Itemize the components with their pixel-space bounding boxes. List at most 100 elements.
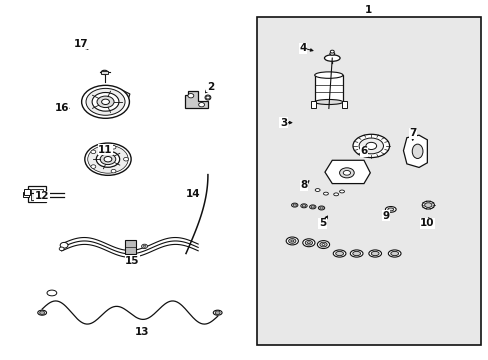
- Circle shape: [205, 96, 209, 99]
- Ellipse shape: [368, 250, 381, 257]
- Text: 14: 14: [185, 189, 200, 199]
- Bar: [28, 186, 46, 202]
- Ellipse shape: [104, 157, 112, 162]
- Bar: [101, 71, 108, 74]
- Bar: [125, 240, 136, 253]
- Ellipse shape: [352, 251, 360, 256]
- Ellipse shape: [332, 250, 345, 257]
- Ellipse shape: [204, 95, 210, 100]
- Ellipse shape: [292, 204, 296, 206]
- Ellipse shape: [358, 138, 383, 154]
- Ellipse shape: [96, 151, 120, 167]
- Ellipse shape: [314, 72, 342, 78]
- Ellipse shape: [424, 203, 431, 207]
- Text: 13: 13: [135, 327, 149, 337]
- Ellipse shape: [314, 99, 342, 104]
- Ellipse shape: [290, 240, 293, 242]
- Bar: [31, 189, 43, 200]
- Text: 2: 2: [206, 82, 214, 92]
- Text: 6: 6: [360, 146, 367, 156]
- Polygon shape: [105, 90, 130, 108]
- Ellipse shape: [47, 290, 57, 296]
- Ellipse shape: [322, 244, 325, 246]
- Circle shape: [59, 247, 64, 251]
- Ellipse shape: [97, 96, 114, 108]
- Ellipse shape: [343, 171, 350, 175]
- Ellipse shape: [385, 207, 395, 212]
- Text: 7: 7: [408, 129, 416, 138]
- Text: 12: 12: [35, 191, 49, 201]
- Ellipse shape: [323, 192, 328, 195]
- Text: 5: 5: [318, 218, 325, 228]
- Ellipse shape: [213, 310, 222, 315]
- Ellipse shape: [387, 208, 393, 211]
- Circle shape: [111, 169, 116, 173]
- Ellipse shape: [300, 204, 306, 208]
- Bar: [256, 17, 480, 345]
- Ellipse shape: [387, 250, 400, 257]
- Ellipse shape: [302, 205, 305, 207]
- Ellipse shape: [319, 207, 323, 209]
- Ellipse shape: [317, 240, 329, 248]
- Circle shape: [215, 311, 220, 315]
- Text: 11: 11: [98, 144, 113, 154]
- Bar: [310, 101, 315, 108]
- Ellipse shape: [365, 142, 376, 149]
- Ellipse shape: [310, 206, 314, 208]
- Ellipse shape: [333, 193, 338, 196]
- Polygon shape: [403, 135, 427, 167]
- Ellipse shape: [102, 99, 109, 104]
- Polygon shape: [325, 160, 369, 184]
- Text: 15: 15: [125, 256, 139, 266]
- Ellipse shape: [305, 240, 312, 245]
- Ellipse shape: [86, 88, 125, 115]
- Ellipse shape: [302, 239, 314, 247]
- Ellipse shape: [92, 93, 119, 111]
- Ellipse shape: [100, 154, 116, 165]
- Ellipse shape: [390, 251, 398, 256]
- Ellipse shape: [288, 239, 295, 243]
- Ellipse shape: [285, 237, 298, 245]
- Text: 17: 17: [74, 39, 88, 49]
- Polygon shape: [184, 91, 207, 108]
- Circle shape: [142, 244, 147, 248]
- Text: 16: 16: [54, 103, 69, 113]
- Text: 4: 4: [299, 43, 306, 53]
- Bar: [22, 192, 29, 197]
- Circle shape: [187, 94, 193, 98]
- Ellipse shape: [411, 144, 422, 158]
- Text: 10: 10: [419, 218, 434, 228]
- Bar: [24, 189, 30, 195]
- Ellipse shape: [101, 70, 108, 75]
- Ellipse shape: [38, 310, 46, 315]
- Ellipse shape: [318, 206, 324, 210]
- Ellipse shape: [339, 168, 353, 178]
- Ellipse shape: [87, 145, 128, 173]
- Circle shape: [330, 50, 333, 53]
- Ellipse shape: [329, 52, 334, 55]
- Ellipse shape: [309, 205, 315, 209]
- Text: 9: 9: [382, 211, 388, 221]
- Circle shape: [91, 150, 96, 154]
- Ellipse shape: [319, 242, 326, 247]
- Bar: [341, 101, 346, 108]
- Ellipse shape: [370, 251, 378, 256]
- Ellipse shape: [84, 143, 131, 175]
- Ellipse shape: [421, 201, 433, 209]
- Ellipse shape: [291, 203, 297, 207]
- Ellipse shape: [315, 189, 320, 192]
- Ellipse shape: [352, 134, 389, 158]
- Circle shape: [111, 145, 116, 149]
- Ellipse shape: [324, 55, 339, 61]
- Text: 1: 1: [365, 5, 372, 15]
- Text: 3: 3: [279, 118, 286, 128]
- Text: 8: 8: [300, 180, 307, 190]
- Ellipse shape: [349, 250, 362, 257]
- Bar: [314, 75, 342, 102]
- Circle shape: [198, 103, 204, 107]
- Circle shape: [123, 157, 128, 161]
- Ellipse shape: [81, 85, 129, 118]
- Circle shape: [143, 245, 146, 247]
- Circle shape: [40, 311, 44, 315]
- Ellipse shape: [335, 251, 343, 256]
